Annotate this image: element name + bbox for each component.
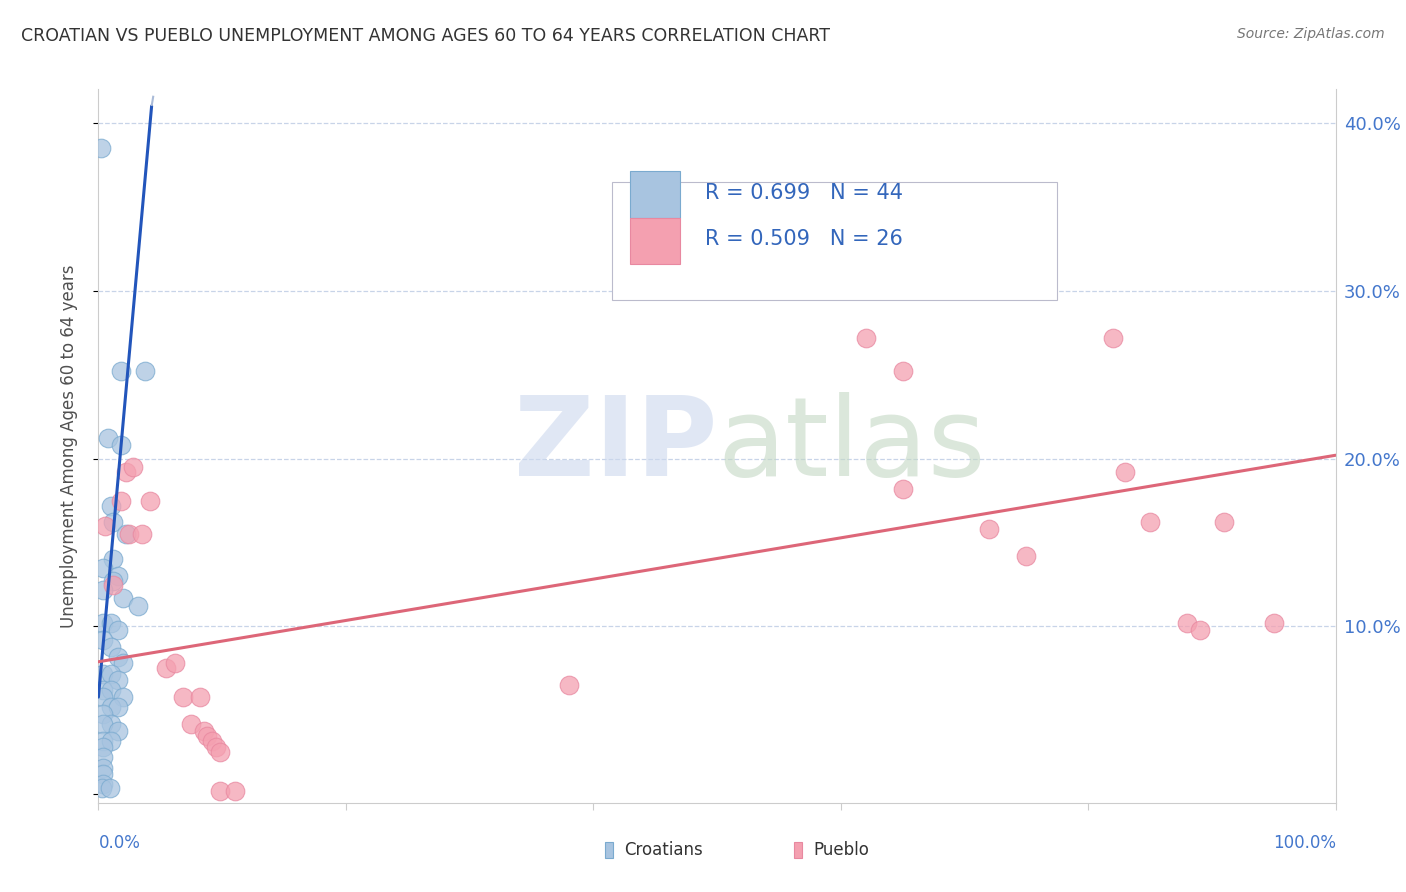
Point (110, 438, 132, 452)
Point (891, 364, 914, 378)
Point (201, 733, 224, 747)
Point (1114, 465, 1136, 479)
Point (114, 527, 136, 541)
Point (93, 683, 115, 698)
Point (110, 364, 132, 378)
Point (100, 640, 122, 654)
Point (93, 690, 115, 704)
Point (224, 784, 246, 798)
Point (134, 364, 156, 378)
Point (103, 577, 125, 591)
Point (93, 666, 115, 681)
Point (208, 784, 231, 798)
Point (100, 683, 122, 698)
Point (208, 746, 231, 760)
Point (139, 493, 162, 508)
Point (107, 649, 129, 664)
Point (114, 465, 136, 479)
Point (205, 740, 228, 755)
Point (93, 760, 115, 774)
Point (193, 723, 215, 738)
Text: Pueblo: Pueblo (814, 841, 869, 859)
Point (103, 516, 125, 530)
Point (195, 729, 218, 743)
Point (1015, 549, 1038, 563)
Point (768, 246, 790, 260)
Text: 0.0%: 0.0% (98, 834, 141, 852)
Y-axis label: Unemployment Among Ages 60 to 64 years: Unemployment Among Ages 60 to 64 years (59, 264, 77, 628)
Point (118, 527, 141, 541)
Point (93, 767, 115, 781)
Point (188, 690, 211, 704)
Point (1188, 623, 1211, 637)
Point (90, 141, 112, 155)
Point (122, 460, 145, 475)
Point (112, 657, 135, 671)
Point (98, 780, 121, 795)
Point (112, 591, 135, 605)
Point (107, 673, 129, 688)
Point (180, 717, 202, 731)
Point (93, 777, 115, 791)
Point (107, 700, 129, 714)
Point (107, 623, 129, 637)
Point (110, 493, 132, 508)
Point (93, 733, 115, 747)
Point (93, 717, 115, 731)
Point (100, 666, 122, 681)
Point (93, 560, 115, 574)
Point (93, 706, 115, 721)
Point (103, 552, 125, 566)
Point (112, 690, 135, 704)
Point (97, 432, 120, 446)
Text: atlas: atlas (717, 392, 986, 500)
Bar (630, 171, 681, 218)
Point (100, 717, 122, 731)
Point (91, 780, 114, 795)
Bar (630, 218, 681, 264)
Point (1139, 516, 1161, 530)
Point (93, 616, 115, 631)
Point (1213, 516, 1236, 530)
Point (1263, 616, 1285, 631)
Text: 100.0%: 100.0% (1272, 834, 1336, 852)
Point (93, 518, 115, 533)
Point (891, 482, 914, 496)
Point (1175, 616, 1198, 631)
Point (100, 700, 122, 714)
Point (165, 657, 187, 671)
Point (107, 723, 129, 738)
Point (103, 574, 125, 589)
Point (100, 616, 122, 631)
FancyBboxPatch shape (612, 182, 1057, 300)
Point (155, 661, 177, 675)
Point (131, 527, 153, 541)
Text: ZIP: ZIP (513, 392, 717, 500)
Point (172, 690, 194, 704)
Point (93, 582, 115, 597)
Point (127, 599, 149, 614)
Point (93, 632, 115, 647)
Point (557, 678, 579, 692)
Text: R = 0.699   N = 44: R = 0.699 N = 44 (704, 184, 903, 203)
Point (1102, 331, 1125, 345)
Text: R = 0.509   N = 26: R = 0.509 N = 26 (704, 229, 903, 249)
Text: Source: ZipAtlas.com: Source: ZipAtlas.com (1237, 27, 1385, 41)
Point (100, 499, 122, 513)
Point (100, 733, 122, 747)
Text: CROATIAN VS PUEBLO UNEMPLOYMENT AMONG AGES 60 TO 64 YEARS CORRELATION CHART: CROATIAN VS PUEBLO UNEMPLOYMENT AMONG AG… (21, 27, 830, 45)
Point (855, 331, 877, 345)
Point (979, 522, 1001, 536)
Point (107, 569, 129, 583)
Text: Croatians: Croatians (624, 841, 703, 859)
Point (93, 740, 115, 755)
Point (93, 750, 115, 764)
